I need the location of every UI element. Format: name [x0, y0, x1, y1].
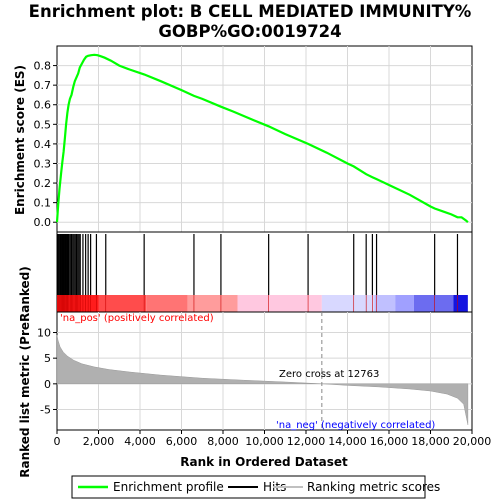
es-tick-label: 0.7	[34, 79, 52, 92]
hits-panel	[56, 231, 473, 313]
rank-bar-segment	[453, 295, 468, 312]
es-yticks: 0.0 0.1 0.2 0.3 0.4 0.5 0.6 0.7 0.8	[34, 60, 57, 229]
es-tick-label: 0.2	[34, 177, 52, 190]
metric-xtick-label: 16,000	[370, 435, 409, 448]
ranking-metric-area	[56, 335, 469, 425]
rank-gradient-bar	[57, 295, 468, 312]
metric-ytick-label: 10	[37, 327, 51, 340]
rank-bar-segment	[98, 295, 147, 312]
metric-xtick-label: 2,000	[83, 435, 115, 448]
metric-ytick-label: 0	[44, 378, 51, 391]
es-tick-label: 0.0	[34, 216, 52, 229]
pos-label: 'na_pos' (positively correlated)	[60, 313, 214, 324]
metric-xtick-label: 0	[54, 435, 61, 448]
metric-ytick-label: 5	[44, 352, 51, 365]
es-tick-label: 0.5	[34, 118, 52, 131]
rank-bar-segment	[374, 295, 396, 312]
metric-xtick-label: 6,000	[166, 435, 198, 448]
rank-bar-segment	[237, 295, 322, 312]
metric-ytick-label: -5	[40, 403, 51, 416]
metric-xtick-label: 4,000	[124, 435, 156, 448]
rank-bar-segment	[395, 295, 414, 312]
metric-xtick-label: 18,000	[411, 435, 450, 448]
rank-bar-segment	[146, 295, 188, 312]
es-tick-label: 0.3	[34, 157, 52, 170]
legend: Enrichment profile Hits Ranking metric s…	[71, 475, 440, 499]
title-line-1: Enrichment plot: B CELL MEDIATED IMMUNIT…	[28, 2, 472, 21]
es-tick-label: 0.4	[34, 138, 52, 151]
metric-xticks: 0 2,000 4,000 6,000 8,000 10,000 12,000 14,000 1…	[54, 430, 492, 448]
metric-xtick-label: 12,000	[287, 435, 326, 448]
metric-ylabel: Ranked list metric (PreRanked)	[18, 266, 32, 478]
title-line-2: GOBP%GO:0019724	[158, 22, 342, 41]
metric-xtick-label: 10,000	[245, 435, 284, 448]
zero-cross-label: Zero cross at 12763	[279, 369, 379, 380]
hit-lines	[57, 234, 459, 295]
rank-bar-segment	[413, 295, 454, 312]
neg-label: 'na_neg' (negatively correlated)	[276, 420, 435, 431]
metric-xtick-label: 14,000	[328, 435, 367, 448]
legend-metric-label: Ranking metric scores	[307, 480, 440, 494]
metric-yticks: -5 0 5 10	[37, 327, 57, 416]
enrichment-profile-line	[55, 53, 469, 224]
legend-profile-label: Enrichment profile	[113, 480, 224, 494]
es-tick-label: 0.6	[34, 99, 52, 112]
metric-xtick-label: 8,000	[207, 435, 239, 448]
es-ylabel: Enrichment score (ES)	[13, 65, 27, 215]
es-grid	[57, 46, 472, 232]
es-tick-label: 0.8	[34, 60, 52, 73]
rank-bar-segment	[321, 295, 375, 312]
metric-xlabel: Rank in Ordered Dataset	[180, 455, 348, 469]
rank-bar-segment	[187, 295, 238, 312]
chart-title: Enrichment plot: B CELL MEDIATED IMMUNIT…	[0, 2, 500, 42]
metric-xtick-label: 20,000	[453, 435, 492, 448]
es-tick-label: 0.1	[34, 197, 52, 210]
es-panel: 0.0 0.1 0.2 0.3 0.4 0.5 0.6 0.7 0.8 Enrichment s…	[13, 45, 473, 233]
metric-panel: -5 0 5 10 0 2,000 4,000 6,000 8,000 10,000 12,000…	[18, 266, 491, 478]
